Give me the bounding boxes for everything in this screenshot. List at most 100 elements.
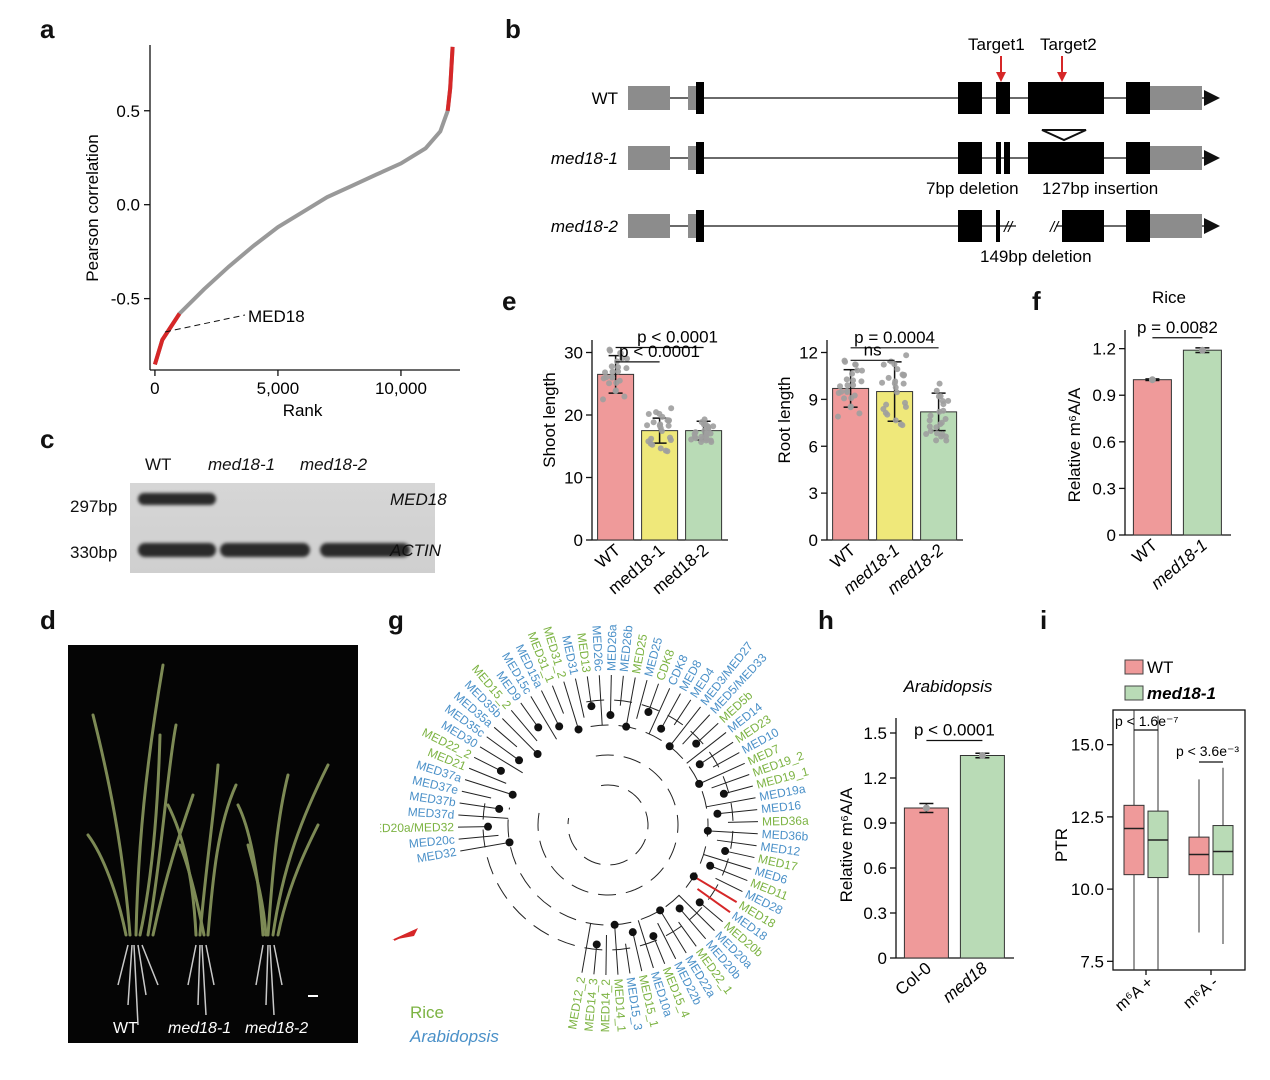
g-bootstrap-node — [656, 906, 665, 915]
i-legend-wt: WT — [1147, 658, 1173, 677]
g-bootstrap-node — [534, 723, 543, 732]
e-root-y-tick-label: 3 — [809, 484, 818, 503]
h-sig-label: p < 0.0001 — [914, 721, 995, 740]
h-x-tick-label: med18 — [939, 958, 991, 1006]
e-shoot-point — [688, 436, 695, 443]
e-root-point — [934, 430, 941, 437]
e-root-point — [893, 389, 900, 396]
c-gel-image — [130, 483, 435, 573]
e-root-point — [847, 403, 854, 410]
g-branch — [459, 802, 500, 810]
e-shoot-point — [648, 435, 655, 442]
h-point — [922, 804, 930, 812]
g-branch — [723, 785, 753, 795]
g-bootstrap-node — [495, 804, 504, 813]
g-bootstrap-node — [505, 838, 514, 847]
e-root-point — [943, 437, 950, 444]
panel-a-chart: 0.5 0.0 -0.5 0 5,000 10,000 MED18 Rank Pearso… — [83, 45, 460, 420]
f-sig-label: p = 0.0082 — [1137, 318, 1218, 337]
d-label-med18-2: med18-2 — [245, 1020, 309, 1037]
e-shoot-point — [657, 445, 664, 452]
panel-letter-a: a — [40, 14, 55, 44]
g-bootstrap-node — [649, 932, 658, 941]
a-x-tick-label: 5,000 — [257, 379, 300, 398]
b-target2-arrowhead — [1057, 72, 1067, 82]
g-branch — [598, 675, 603, 726]
g-branch — [540, 690, 560, 727]
g-bootstrap-node — [689, 872, 698, 881]
e-shoot-point — [656, 410, 663, 417]
e-root-point — [927, 412, 934, 419]
e-root-point — [880, 361, 887, 368]
g-branch — [581, 923, 592, 973]
e-root-point — [942, 415, 949, 422]
g-branch — [711, 774, 750, 789]
g-branch — [458, 814, 509, 819]
a-correlation-curve — [152, 46, 455, 365]
e-shoot-point — [609, 374, 616, 381]
e-root-point — [884, 411, 891, 418]
e-root-y-label: Root length — [775, 377, 794, 464]
panel-letter-c: c — [40, 424, 55, 454]
e-root-point — [848, 395, 855, 402]
e-root-point — [939, 431, 946, 438]
b-note-7bp-deletion: 7bp deletion — [926, 179, 1019, 198]
b-insertion-marker — [1041, 129, 1087, 142]
i-y-tick-label: 7.5 — [1080, 952, 1104, 971]
g-branch — [461, 790, 492, 799]
e-shoot-point — [645, 411, 652, 418]
g-branch — [614, 924, 619, 975]
g-leaf-label: MED20c — [408, 833, 455, 851]
c-size-330bp: 330bp — [70, 543, 118, 562]
panel-letter-h: h — [818, 605, 834, 635]
g-branch — [510, 710, 538, 742]
g-legend-arabidopsis: Arabidopsis — [409, 1027, 499, 1046]
e-root-point — [841, 357, 848, 364]
g-branch — [636, 680, 648, 719]
b-target1-arrowhead — [996, 72, 1006, 82]
g-branch — [699, 902, 723, 923]
panel-g-tree: MED32MED20cMED20a/MED32MED37dMED37bMED37… — [380, 624, 810, 1046]
i-x-tick-label: m⁶A - — [1180, 974, 1221, 1012]
i-y-label: PTR — [1052, 828, 1071, 862]
panel-f-chart: Rice Relative m⁶A/A 0 0.3 0.6 0.9 1.2 WTmed18… — [1065, 288, 1231, 593]
e-root-point — [883, 401, 890, 408]
h-y-tick-label: 1.2 — [863, 769, 887, 788]
b-row-med18-2: med18-2 // // 149bp deletion — [551, 210, 1220, 266]
e-root-point — [923, 431, 930, 438]
e-root-point — [843, 376, 850, 383]
e-root-point — [903, 352, 910, 359]
g-red-arrow — [393, 930, 415, 941]
b-break-mark-1: // — [1003, 219, 1014, 236]
e-shoot-point — [623, 365, 630, 372]
h-y-label: Relative m⁶A/A — [837, 787, 856, 902]
e-shoot-point — [615, 368, 622, 375]
g-branch — [699, 741, 734, 765]
b-row-wt: WT — [592, 82, 1220, 114]
e-shoot-point — [606, 346, 613, 353]
e-root-point — [850, 377, 857, 384]
c-band-wt-actin — [138, 543, 216, 557]
panel-letter-f: f — [1032, 286, 1041, 316]
panel-b-gene-structure: Target1 Target2 WT med18-1 7bp deletion … — [551, 35, 1220, 266]
h-point — [978, 752, 986, 759]
e-shoot-y-tick-label: 10 — [564, 469, 583, 488]
g-leaf-label: MED14_3 — [582, 977, 601, 1032]
g-leaf-label: MED16 — [760, 798, 802, 816]
c-lane-wt: WT — [145, 455, 172, 474]
e-shoot-sig-label: p < 0.0001 — [619, 342, 700, 361]
c-band-wt-med18 — [138, 493, 216, 505]
g-branch — [657, 922, 677, 960]
b-wt-utr5 — [628, 86, 670, 110]
e-shoot-y-tick-label: 0 — [574, 531, 583, 550]
e-root-y-tick-label: 6 — [809, 437, 818, 456]
g-bootstrap-node — [606, 711, 615, 720]
i-y-tick-label: 10.0 — [1071, 880, 1104, 899]
e-root-point — [850, 382, 857, 389]
g-branch — [648, 688, 671, 735]
a-y-tick-label: 0.5 — [116, 102, 140, 121]
d-plants-drawing — [86, 663, 330, 1026]
g-branch — [502, 718, 538, 755]
e-shoot-point — [667, 437, 674, 444]
